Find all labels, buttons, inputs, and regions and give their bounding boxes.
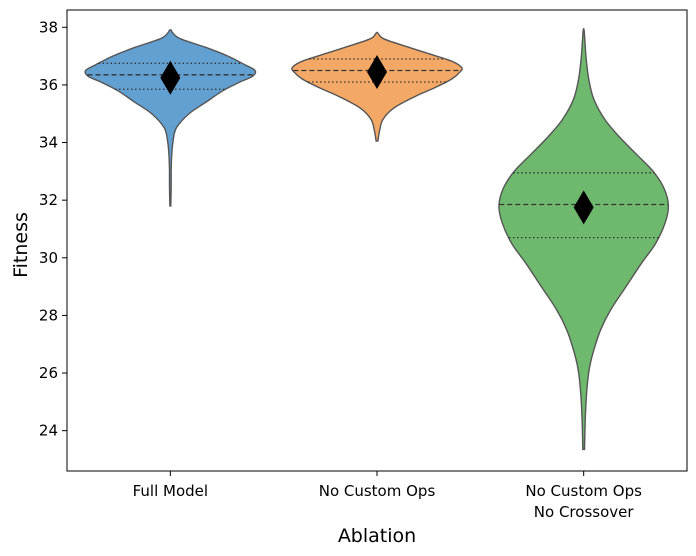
violin-body <box>498 28 670 451</box>
x-tick-label: No Custom Ops <box>525 482 642 500</box>
plot-frame <box>66 9 688 472</box>
y-tick-label: 38 <box>39 18 58 36</box>
violin <box>84 29 257 207</box>
y-tick-label: 24 <box>39 422 58 440</box>
y-tick-label: 30 <box>39 249 58 267</box>
y-tick-label: 34 <box>39 134 58 152</box>
y-axis-ticks: 24 26 28 30 32 34 36 38 <box>39 18 67 440</box>
x-axis-ticks: Full Model No Custom Ops No Custom Ops No C… <box>133 471 642 521</box>
violin <box>498 28 670 451</box>
y-tick-label: 32 <box>39 191 58 209</box>
violin-body <box>84 29 257 207</box>
x-tick-label: No Custom Ops <box>319 482 436 500</box>
mean-marker <box>367 54 387 89</box>
mean-marker <box>573 190 594 225</box>
violin <box>291 31 463 142</box>
mean-marker <box>160 60 181 95</box>
y-tick-label: 36 <box>39 76 58 94</box>
violins-layer <box>84 28 670 451</box>
x-axis-label: Ablation <box>338 525 416 547</box>
x-tick-label: No Crossover <box>534 503 635 521</box>
y-axis-label: Fitness <box>10 212 32 278</box>
x-tick-label: Full Model <box>133 482 208 500</box>
y-tick-label: 26 <box>39 364 58 382</box>
y-tick-label: 28 <box>39 306 58 324</box>
